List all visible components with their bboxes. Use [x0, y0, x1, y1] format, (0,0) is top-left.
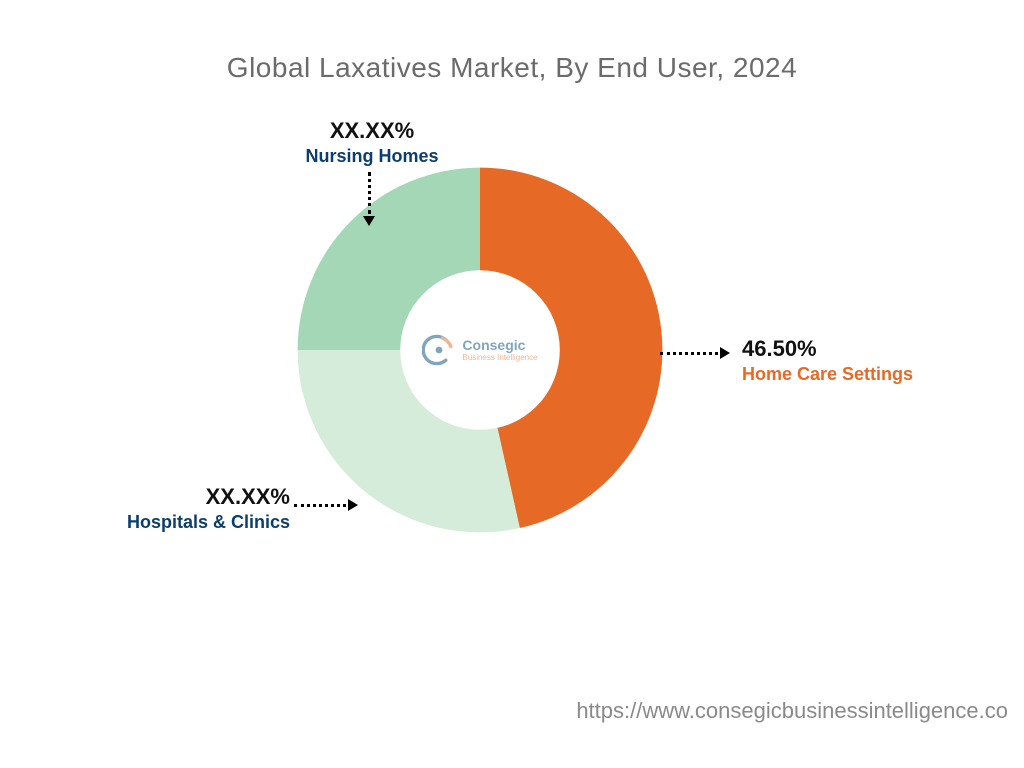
- hosp-pct: XX.XX%: [110, 484, 290, 510]
- leader-hosp: [294, 499, 358, 511]
- logo-mark-icon: [422, 333, 456, 367]
- donut-chart: Consegic Business Intelligence: [290, 160, 670, 540]
- home-pct: 46.50%: [742, 336, 913, 362]
- nursing-label: Nursing Homes: [272, 146, 472, 167]
- leader-nursing: [363, 172, 375, 232]
- logo-line2: Business Intelligence: [462, 354, 537, 362]
- callout-nursing: XX.XX% Nursing Homes: [272, 118, 472, 167]
- nursing-pct: XX.XX%: [272, 118, 472, 144]
- callout-hosp: XX.XX% Hospitals & Clinics: [110, 484, 290, 533]
- leader-home: [660, 347, 730, 359]
- center-logo: Consegic Business Intelligence: [405, 333, 555, 367]
- logo-line1: Consegic: [462, 338, 537, 352]
- hosp-label: Hospitals & Clinics: [110, 512, 290, 533]
- callout-home: 46.50% Home Care Settings: [742, 336, 913, 385]
- home-label: Home Care Settings: [742, 364, 913, 385]
- chart-title: Global Laxatives Market, By End User, 20…: [0, 52, 1024, 84]
- footer-url: https://www.consegicbusinessintelligence…: [576, 698, 1008, 724]
